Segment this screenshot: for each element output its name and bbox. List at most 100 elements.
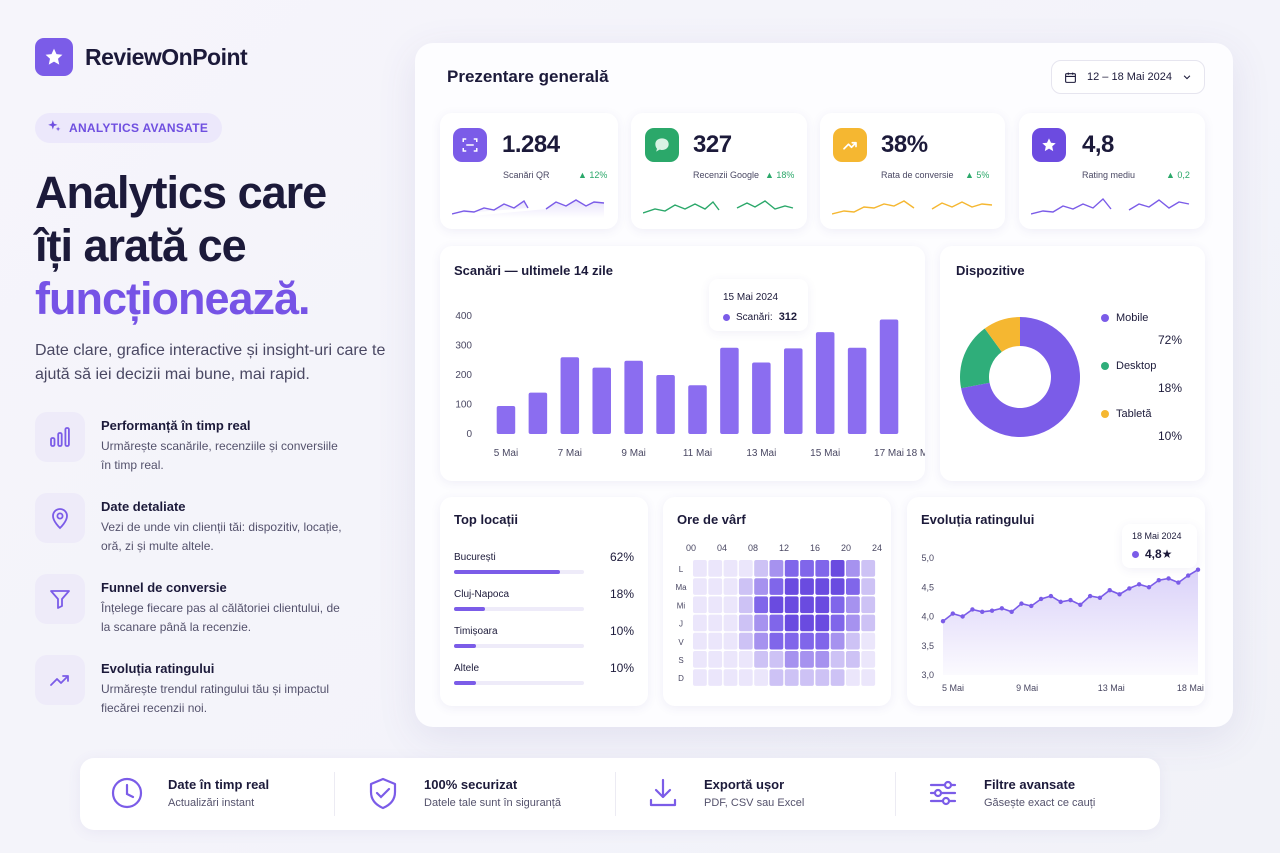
heatmap-cell[interactable]: [738, 578, 753, 595]
heatmap-cell[interactable]: [846, 651, 860, 668]
rating-point[interactable]: [1146, 585, 1152, 590]
heatmap-cell[interactable]: [723, 614, 738, 632]
heatmap-cell[interactable]: [723, 632, 738, 650]
heatmap-cell[interactable]: [693, 614, 707, 632]
heatmap-cell[interactable]: [846, 632, 860, 650]
heatmap-cell[interactable]: [815, 632, 830, 650]
heatmap-cell[interactable]: [769, 614, 784, 632]
heatmap-cell[interactable]: [861, 632, 876, 650]
heatmap-cell[interactable]: [815, 651, 830, 668]
heatmap-cell[interactable]: [784, 614, 799, 632]
bar[interactable]: [784, 348, 803, 434]
heatmap-cell[interactable]: [723, 669, 738, 686]
rating-area-chart[interactable]: 3,0 3,5 4,0 4,5 5,0 5 Mai 9 Mai 13 Mai 18 Mai: [907, 497, 1205, 706]
heatmap-cell[interactable]: [861, 651, 876, 668]
rating-point[interactable]: [980, 609, 985, 615]
bar[interactable]: [528, 392, 548, 434]
heatmap-cell[interactable]: [815, 614, 830, 632]
rating-point[interactable]: [1038, 596, 1044, 602]
bar[interactable]: [656, 374, 675, 434]
heatmap-cell[interactable]: [846, 614, 860, 632]
heatmap-cell[interactable]: [861, 669, 876, 686]
heatmap-cell[interactable]: [723, 560, 738, 577]
heatmap-cell[interactable]: [800, 614, 814, 632]
heatmap-cell[interactable]: [769, 669, 784, 686]
rating-point[interactable]: [1166, 576, 1171, 581]
rating-point[interactable]: [970, 607, 975, 612]
heatmap-cell[interactable]: [861, 578, 876, 595]
heatmap-cell[interactable]: [708, 596, 723, 614]
rating-point[interactable]: [1068, 597, 1073, 603]
heatmap-cell[interactable]: [784, 596, 799, 614]
rating-point[interactable]: [1127, 586, 1132, 591]
heatmap-cell[interactable]: [693, 632, 707, 650]
heatmap-cell[interactable]: [846, 560, 860, 577]
bar[interactable]: [496, 405, 516, 434]
heatmap-cell[interactable]: [708, 669, 723, 686]
rating-point[interactable]: [999, 606, 1005, 611]
heatmap-cell[interactable]: [784, 560, 799, 577]
rating-point[interactable]: [1029, 603, 1034, 609]
heatmap-cell[interactable]: [693, 596, 707, 614]
rating-point[interactable]: [1058, 599, 1063, 605]
bar[interactable]: [847, 347, 867, 434]
heatmap-cell[interactable]: [800, 651, 814, 668]
heatmap-cell[interactable]: [693, 669, 707, 686]
heatmap-cell[interactable]: [846, 596, 860, 614]
heatmap-cell[interactable]: [830, 632, 845, 650]
heatmap-cell[interactable]: [738, 596, 753, 614]
bar[interactable]: [560, 357, 580, 434]
rating-point[interactable]: [940, 618, 946, 624]
donut-slice[interactable]: [960, 328, 1002, 389]
rating-point[interactable]: [1107, 587, 1112, 593]
heatmap-cell[interactable]: [754, 596, 768, 614]
heatmap-cell[interactable]: [769, 632, 784, 650]
rating-point[interactable]: [1156, 578, 1161, 583]
bar[interactable]: [752, 362, 771, 434]
heatmap-cell[interactable]: [815, 596, 830, 614]
heatmap-cell[interactable]: [754, 669, 768, 686]
heatmap-cell[interactable]: [800, 596, 814, 614]
heatmap-cell[interactable]: [784, 578, 799, 595]
heatmap-cell[interactable]: [738, 632, 753, 650]
heatmap-cell[interactable]: [708, 578, 723, 595]
rating-point[interactable]: [1185, 573, 1191, 578]
rating-point[interactable]: [1097, 595, 1103, 600]
heatmap-cell[interactable]: [861, 596, 876, 614]
heatmap-cell[interactable]: [830, 596, 845, 614]
heatmap-cell[interactable]: [784, 651, 799, 668]
heatmap-cell[interactable]: [754, 632, 768, 650]
heatmap-cell[interactable]: [754, 578, 768, 595]
heatmap-cell[interactable]: [738, 560, 753, 577]
heatmap-cell[interactable]: [708, 651, 723, 668]
rating-point[interactable]: [1048, 593, 1054, 599]
date-range-picker[interactable]: 12 – 18 Mai 2024: [1051, 60, 1205, 94]
heatmap-cell[interactable]: [754, 560, 768, 577]
rating-point[interactable]: [1136, 582, 1142, 587]
heatmap-cell[interactable]: [815, 578, 830, 595]
heatmap-cell[interactable]: [830, 614, 845, 632]
rating-point[interactable]: [1087, 593, 1093, 599]
brand-logo[interactable]: ReviewOnPoint: [35, 38, 248, 76]
rating-point[interactable]: [1176, 580, 1181, 585]
heatmap-cell[interactable]: [754, 651, 768, 668]
heatmap-cell[interactable]: [861, 560, 876, 577]
rating-point[interactable]: [950, 611, 956, 616]
rating-point[interactable]: [960, 614, 965, 619]
heatmap-cell[interactable]: [769, 596, 784, 614]
heatmap-cell[interactable]: [846, 669, 860, 686]
heatmap-cell[interactable]: [861, 614, 876, 632]
donut-slice[interactable]: [961, 317, 1080, 437]
heatmap-cell[interactable]: [693, 651, 707, 668]
heatmap-cell[interactable]: [723, 578, 738, 595]
heatmap-cell[interactable]: [708, 614, 723, 632]
heatmap-cell[interactable]: [830, 560, 845, 577]
heatmap-cell[interactable]: [723, 651, 738, 668]
heatmap-cell[interactable]: [738, 614, 753, 632]
rating-point[interactable]: [1117, 592, 1122, 597]
rating-point[interactable]: [1009, 609, 1014, 615]
heatmap-cell[interactable]: [830, 669, 845, 686]
heatmap-cell[interactable]: [800, 669, 814, 686]
rating-point[interactable]: [1195, 567, 1201, 572]
